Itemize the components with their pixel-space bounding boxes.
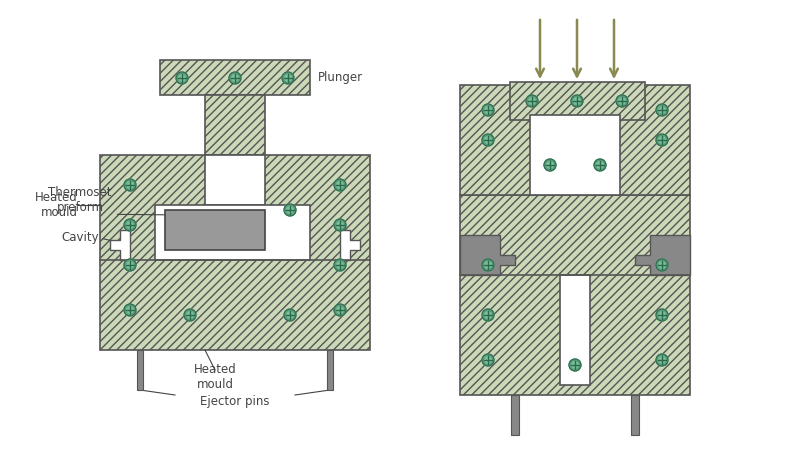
Circle shape xyxy=(337,182,343,188)
Bar xyxy=(510,82,645,120)
Text: Heated
mould: Heated mould xyxy=(35,191,78,219)
Bar xyxy=(550,120,605,195)
Circle shape xyxy=(597,162,603,168)
Circle shape xyxy=(482,104,494,116)
Bar xyxy=(631,395,639,435)
Circle shape xyxy=(232,75,238,81)
Circle shape xyxy=(229,72,241,84)
Circle shape xyxy=(616,95,628,107)
Bar xyxy=(165,210,265,250)
Circle shape xyxy=(656,134,668,146)
Circle shape xyxy=(337,307,343,313)
Circle shape xyxy=(482,309,494,321)
Circle shape xyxy=(334,304,346,316)
Circle shape xyxy=(482,134,494,146)
Circle shape xyxy=(658,312,666,318)
Circle shape xyxy=(286,207,294,213)
Circle shape xyxy=(546,162,554,168)
Bar xyxy=(327,350,333,390)
Polygon shape xyxy=(635,235,690,275)
Circle shape xyxy=(485,312,491,318)
Circle shape xyxy=(572,362,578,368)
Text: Heated
mould: Heated mould xyxy=(194,363,236,391)
Circle shape xyxy=(658,137,666,143)
Circle shape xyxy=(184,309,196,321)
Bar xyxy=(460,85,690,195)
Circle shape xyxy=(656,309,668,321)
Bar xyxy=(155,205,310,260)
Circle shape xyxy=(658,262,666,268)
Circle shape xyxy=(285,75,291,81)
Circle shape xyxy=(529,98,535,104)
Bar xyxy=(100,155,370,350)
Bar xyxy=(137,350,143,390)
Circle shape xyxy=(485,262,491,268)
Circle shape xyxy=(334,179,346,191)
Circle shape xyxy=(482,354,494,366)
Circle shape xyxy=(618,98,626,104)
Circle shape xyxy=(124,304,136,316)
Circle shape xyxy=(337,262,343,268)
Circle shape xyxy=(485,137,491,143)
Circle shape xyxy=(124,219,136,231)
Circle shape xyxy=(126,307,134,313)
Circle shape xyxy=(178,75,186,81)
Circle shape xyxy=(124,179,136,191)
Circle shape xyxy=(656,354,668,366)
Bar xyxy=(205,95,265,155)
Text: Ejector pins: Ejector pins xyxy=(200,396,270,409)
Circle shape xyxy=(658,107,666,113)
Circle shape xyxy=(485,107,491,113)
Bar xyxy=(530,115,620,195)
Circle shape xyxy=(571,95,583,107)
Bar xyxy=(511,395,519,435)
Circle shape xyxy=(282,72,294,84)
Circle shape xyxy=(656,104,668,116)
Circle shape xyxy=(482,259,494,271)
Bar xyxy=(460,195,690,395)
Circle shape xyxy=(544,159,556,171)
Circle shape xyxy=(594,159,606,171)
Polygon shape xyxy=(340,230,360,260)
Circle shape xyxy=(126,262,134,268)
Circle shape xyxy=(334,259,346,271)
Circle shape xyxy=(284,204,296,216)
Circle shape xyxy=(526,95,538,107)
Text: Cavity: Cavity xyxy=(62,231,99,244)
Circle shape xyxy=(284,309,296,321)
Circle shape xyxy=(286,312,294,318)
Polygon shape xyxy=(110,230,130,260)
Circle shape xyxy=(186,312,194,318)
Bar xyxy=(560,275,590,385)
Circle shape xyxy=(656,259,668,271)
Circle shape xyxy=(569,359,581,371)
Circle shape xyxy=(337,222,343,228)
Circle shape xyxy=(124,259,136,271)
Polygon shape xyxy=(460,235,515,275)
Circle shape xyxy=(126,222,134,228)
Bar xyxy=(160,60,310,95)
Circle shape xyxy=(574,98,580,104)
Text: Plunger: Plunger xyxy=(318,72,363,85)
Circle shape xyxy=(126,182,134,188)
Text: Thermoset
preform: Thermoset preform xyxy=(48,186,182,215)
Circle shape xyxy=(485,357,491,363)
Circle shape xyxy=(334,219,346,231)
Circle shape xyxy=(176,72,188,84)
Bar xyxy=(205,155,265,205)
Circle shape xyxy=(658,357,666,363)
